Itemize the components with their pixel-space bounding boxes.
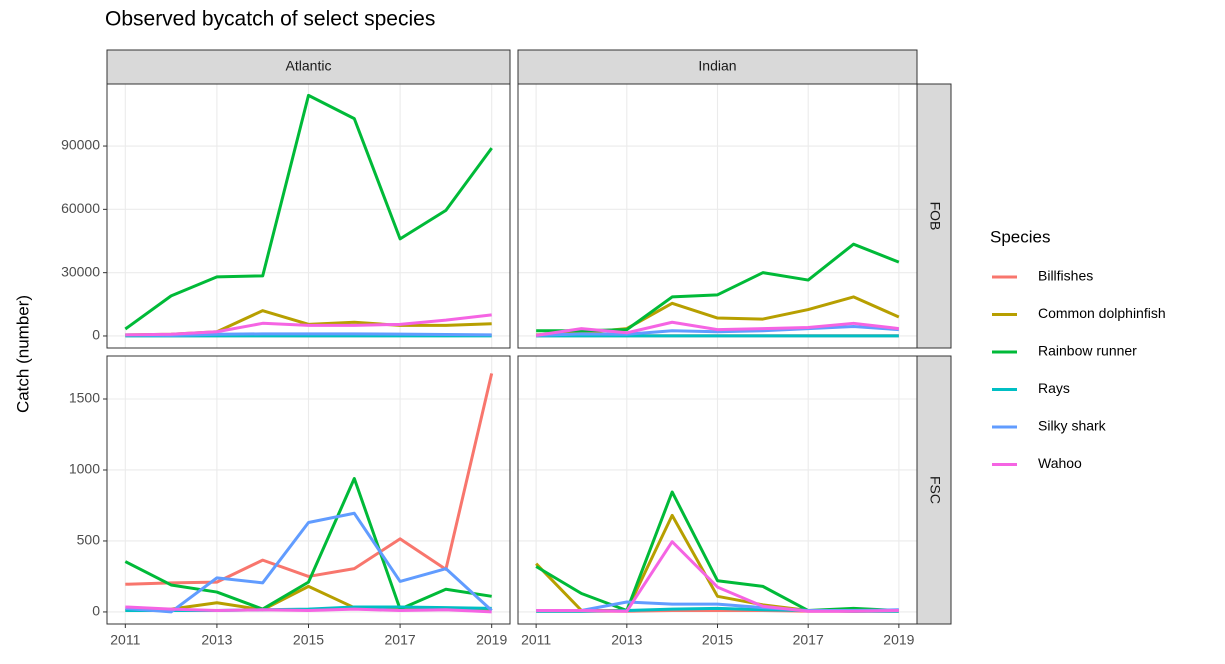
legend-label: Rays xyxy=(1038,380,1070,396)
y-tick-label: 1000 xyxy=(69,461,100,477)
y-tick-label: 0 xyxy=(92,603,100,619)
x-tick-label: 2015 xyxy=(702,632,733,648)
legend-label: Billfishes xyxy=(1038,268,1093,284)
legend-label: Wahoo xyxy=(1038,455,1082,471)
legend-label: Rainbow runner xyxy=(1038,343,1137,359)
y-tick-label: 0 xyxy=(92,327,100,343)
x-tick-label: 2019 xyxy=(883,632,914,648)
legend-title: Species xyxy=(990,227,1050,246)
y-tick-label: 30000 xyxy=(61,263,100,279)
legend-label: Silky shark xyxy=(1038,418,1107,434)
chart-title: Observed bycatch of select species xyxy=(105,8,435,31)
strip-label: Indian xyxy=(698,58,736,74)
strip-label: FOB xyxy=(927,202,943,231)
strip-label: FSC xyxy=(927,476,943,504)
y-tick-label: 60000 xyxy=(61,200,100,216)
strip-label: Atlantic xyxy=(286,58,332,74)
legend-label: Common dolphinfish xyxy=(1038,305,1166,321)
x-tick-label: 2013 xyxy=(611,632,642,648)
x-tick-label: 2013 xyxy=(201,632,232,648)
y-tick-label: 90000 xyxy=(61,137,100,153)
y-axis-label: Catch (number) xyxy=(13,295,32,413)
x-tick-label: 2017 xyxy=(793,632,824,648)
y-tick-label: 500 xyxy=(77,532,101,548)
x-tick-label: 2017 xyxy=(385,632,416,648)
x-tick-label: 2011 xyxy=(521,632,551,648)
x-tick-label: 2011 xyxy=(110,632,140,648)
x-tick-label: 2015 xyxy=(293,632,324,648)
y-tick-label: 1500 xyxy=(69,390,100,406)
x-tick-label: 2019 xyxy=(476,632,507,648)
